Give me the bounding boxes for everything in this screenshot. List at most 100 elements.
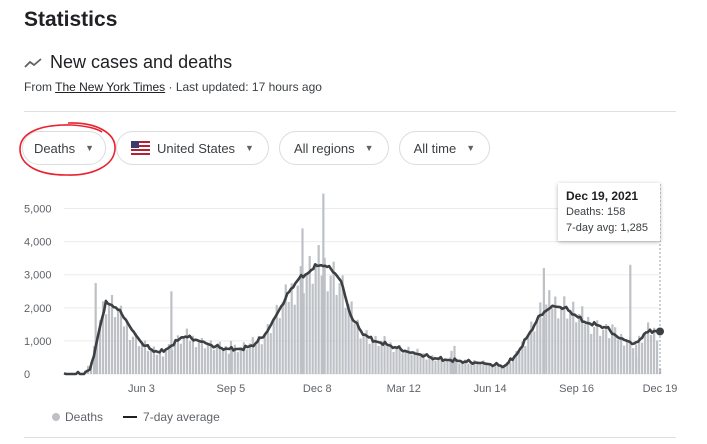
deaths-bar-spike [542,268,545,374]
deaths-bar [644,333,647,374]
country-dropdown[interactable]: United States ▼ [116,131,269,165]
page-title: Statistics [24,8,118,31]
deaths-bar [419,355,422,374]
deaths-bar [317,245,320,374]
deaths-bar [512,357,515,374]
deaths-bar [299,266,302,374]
deaths-bar [494,364,497,374]
region-dropdown-label: All regions [293,140,355,156]
deaths-bar [221,350,224,374]
legend-line-swatch [123,416,138,418]
deaths-bar [500,366,503,374]
x-tick-label: Dec 8 [303,383,332,395]
deaths-bar [584,324,587,374]
deaths-bar [395,348,398,374]
deaths-bar [545,304,548,374]
deaths-bar [263,335,266,374]
deaths-bar [401,353,404,374]
deaths-bar [488,362,491,374]
deaths-bar [203,348,206,374]
metric-dropdown[interactable]: Deaths ▼ [22,131,106,165]
deaths-bar [122,326,126,374]
deaths-bar [158,352,162,374]
deaths-bar [455,359,458,374]
deaths-bar [566,318,569,374]
deaths-bar [560,307,563,374]
y-tick-label: 4,000 [24,237,52,249]
deaths-bar [473,359,476,374]
metric-dropdown-label: Deaths [33,140,76,156]
deaths-bar [602,329,605,374]
deaths-bar [509,362,512,374]
deaths-bar [218,341,221,374]
deaths-bar [167,344,171,374]
deaths-bar [146,350,150,374]
deaths-bar [275,304,278,374]
deaths-bar [212,349,215,374]
time-dropdown[interactable]: All time ▼ [398,131,491,165]
deaths-bar [356,319,359,374]
deaths-bar [614,327,617,374]
filter-bar: Deaths ▼ United States ▼ All regions ▼ A… [22,131,491,165]
deaths-bar [227,353,230,374]
deaths-bar [461,361,464,374]
deaths-bar [149,348,153,374]
deaths-bar [593,326,596,374]
deaths-bar [428,357,431,374]
deaths-bar [374,335,377,374]
deaths-bar [641,342,644,374]
divider-bottom [24,437,676,438]
deaths-bar-spike [170,291,173,374]
deaths-bar [368,343,371,374]
deaths-bar [134,333,138,374]
deaths-bar [440,356,443,374]
x-tick-label: Sep 5 [217,383,246,395]
deaths-bar [98,320,102,374]
chevron-down-icon: ▼ [85,143,95,153]
deaths-bar [632,348,635,374]
deaths-bar [596,320,599,374]
chevron-down-icon: ▼ [364,143,374,153]
deaths-bar [437,358,440,374]
y-tick-label: 5,000 [24,204,52,216]
deaths-bar [239,347,242,374]
deaths-bar [554,296,557,374]
deaths-bar [383,336,386,374]
deaths-bar [116,310,120,374]
x-tick-label: Jun 14 [474,383,507,395]
deaths-bar [101,301,105,374]
deaths-bar [608,338,611,374]
deaths-bar [359,338,362,374]
deaths-bar-spike [611,324,614,374]
legend-line-label: 7-day average [143,410,220,424]
chart-tooltip: Dec 19, 2021 Deaths: 158 7-day avg: 1,28… [558,183,660,241]
source-prefix: From [24,80,56,94]
deaths-bar [521,341,524,374]
deaths-bar [647,322,650,374]
source-link[interactable]: The New York Times [55,80,166,94]
divider-top [24,111,676,112]
deaths-bar [572,301,575,374]
chevron-down-icon: ▼ [245,143,254,153]
deaths-bar [365,330,368,374]
deaths-bar [254,344,257,374]
deaths-bar [182,336,185,374]
region-dropdown[interactable]: All regions ▼ [278,131,389,165]
deaths-bar [278,318,281,374]
x-tick-label: Dec 19 [643,383,678,395]
deaths-bar [305,275,308,374]
y-tick-label: 0 [24,369,30,381]
deaths-bar [386,346,389,374]
deaths-bar [332,261,335,374]
deaths-bar [479,361,482,374]
deaths-bar-spike [301,228,304,374]
deaths-bar [518,352,521,374]
deaths-bar [152,346,156,374]
deaths-bar [308,255,311,374]
deaths-bar [605,324,608,374]
deaths-bar [335,294,338,374]
deaths-bar [623,345,626,374]
deaths-bar [206,344,209,374]
deaths-bar [407,346,410,374]
deaths-bar [143,340,147,374]
